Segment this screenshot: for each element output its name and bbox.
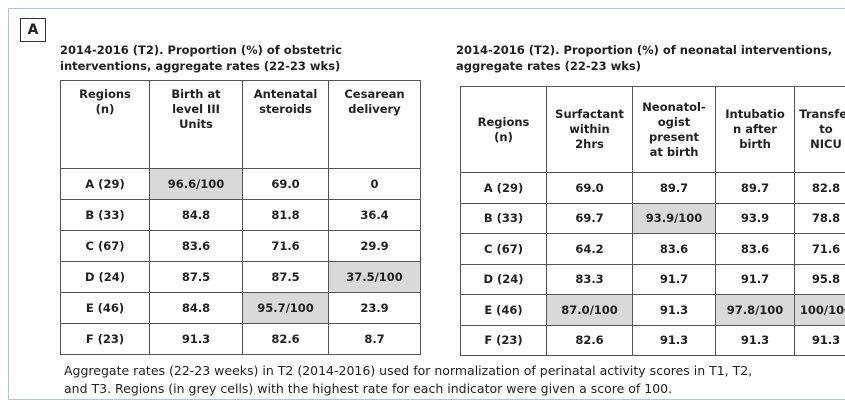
header-row: Regions (n) Birth at level III Units Anten… [60,80,421,169]
panel-label: A [20,18,46,42]
rate-cell: 36.4 [328,199,421,231]
region-cell: F (23) [60,323,150,355]
region-cell: B (33) [460,202,547,234]
rate-cell: 93.9 [715,202,795,234]
region-cell: A (29) [60,168,150,200]
data-row: B (33) 84.8 81.8 36.4 [60,199,421,231]
region-cell: C (67) [60,230,150,262]
region-cell: C (67) [460,233,547,265]
rate-cell: 37.5/100 [328,261,421,293]
rate-cell: 84.8 [149,199,243,231]
rate-cell: 82.8 [794,172,845,204]
region-cell: E (46) [460,294,547,326]
rate-cell: 91.3 [149,323,243,355]
rate-cell: 87.5 [242,261,329,293]
region-cell: D (24) [460,263,547,295]
rate-cell: 81.8 [242,199,329,231]
neonatal-table: Regions (n) Surfactant within 2hrs Neonato… [460,86,845,356]
obstetric-table: Regions (n) Birth at level III Units Anten… [60,80,421,355]
header-cell: Transfer to NICU [794,86,845,173]
rate-cell: 83.6 [715,233,795,265]
header-cell: Antenatal steroids [242,80,329,169]
data-row: C (67) 64.2 83.6 83.6 71.6 [460,233,845,265]
rate-cell: 29.9 [328,230,421,262]
rate-cell: 87.0/100 [546,294,633,326]
rate-cell: 91.3 [632,294,716,326]
data-row: D (24) 83.3 91.7 91.7 95.8 [460,263,845,295]
rate-cell: 100/100 [794,294,845,326]
rate-cell: 71.6 [242,230,329,262]
rate-cell: 8.7 [328,323,421,355]
data-row: A (29) 69.0 89.7 89.7 82.8 [460,172,845,204]
data-row: C (67) 83.6 71.6 29.9 [60,230,421,262]
header-cell: Intubatio n after birth [715,86,795,173]
region-cell: D (24) [60,261,150,293]
header-cell: Regions (n) [60,80,150,169]
header-cell: Neonatol- ogist present at birth [632,86,716,173]
header-row: Regions (n) Surfactant within 2hrs Neonato… [460,86,845,173]
region-cell: A (29) [460,172,547,204]
rate-cell: 91.3 [715,324,795,356]
rate-cell: 96.6/100 [149,168,243,200]
caption: Aggregate rates (22-23 weeks) in T2 (201… [64,363,753,396]
header-cell: Regions (n) [460,86,547,173]
rate-cell: 83.3 [546,263,633,295]
rate-cell: 91.3 [632,324,716,356]
rate-cell: 69.7 [546,202,633,234]
rate-cell: 69.0 [242,168,329,200]
header-cell: Birth at level III Units [149,80,243,169]
figure-frame [8,8,845,400]
region-cell: F (23) [460,324,547,356]
left-title: 2014-2016 (T2). Proportion (%) of obstet… [60,43,343,73]
header-cell: Surfactant within 2hrs [546,86,633,173]
right-title: 2014-2016 (T2). Proportion (%) of neonat… [456,43,833,73]
rate-cell: 93.9/100 [632,202,716,234]
data-row: F (23) 82.6 91.3 91.3 91.3 [460,324,845,356]
data-row: F (23) 91.3 82.6 8.7 [60,323,421,355]
rate-cell: 84.8 [149,292,243,324]
rate-cell: 95.8 [794,263,845,295]
rate-cell: 23.9 [328,292,421,324]
rate-cell: 82.6 [546,324,633,356]
rate-cell: 97.8/100 [715,294,795,326]
rate-cell: 71.6 [794,233,845,265]
rate-cell: 78.8 [794,202,845,234]
rate-cell: 89.7 [632,172,716,204]
data-row: D (24) 87.5 87.5 37.5/100 [60,261,421,293]
region-cell: B (33) [60,199,150,231]
rate-cell: 64.2 [546,233,633,265]
rate-cell: 83.6 [632,233,716,265]
header-cell: Cesarean delivery [328,80,421,169]
rate-cell: 91.7 [632,263,716,295]
rate-cell: 91.3 [794,324,845,356]
rate-cell: 89.7 [715,172,795,204]
rate-cell: 83.6 [149,230,243,262]
data-row: A (29) 96.6/100 69.0 0 [60,168,421,200]
rate-cell: 0 [328,168,421,200]
rate-cell: 87.5 [149,261,243,293]
rate-cell: 95.7/100 [242,292,329,324]
rate-cell: 82.6 [242,323,329,355]
region-cell: E (46) [60,292,150,324]
rate-cell: 69.0 [546,172,633,204]
rate-cell: 91.7 [715,263,795,295]
data-row: E (46) 84.8 95.7/100 23.9 [60,292,421,324]
data-row: B (33) 69.7 93.9/100 93.9 78.8 [460,202,845,234]
